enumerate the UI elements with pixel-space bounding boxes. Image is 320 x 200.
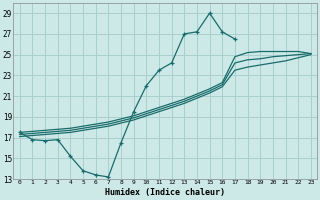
X-axis label: Humidex (Indice chaleur): Humidex (Indice chaleur)	[105, 188, 225, 197]
